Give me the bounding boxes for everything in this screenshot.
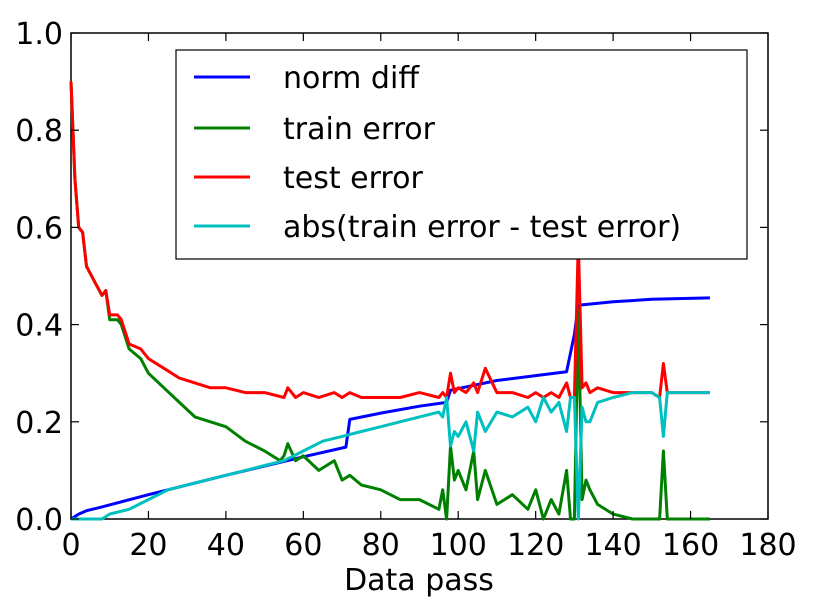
y-tick-label: 0.6 [15,211,63,246]
legend-label-train-error: train error [283,112,436,147]
legend-label-abs-diff: abs(train error - test error) [283,210,681,245]
x-axis-label: Data pass [344,563,494,598]
y-tick-label: 0.2 [15,406,63,441]
y-tick-label: 0.4 [15,309,63,344]
x-tick-label: 0 [61,528,80,563]
series-norm-diff-line [70,296,710,521]
x-tick-label: 20 [129,528,167,563]
x-tick-label: 140 [584,528,641,563]
series-train-error-line [69,81,710,521]
y-tick-label: 0.8 [15,114,63,149]
ticks-group: 0 20 40 60 80 100 120 140 160 180 0.0 0.2 0.4 0.6 0.8 1… [15,17,796,563]
x-tick-label: 80 [362,528,400,563]
legend-box [175,49,748,260]
x-tick-label: 180 [739,528,796,563]
series-test-error-line [69,81,710,399]
series-group [69,81,710,521]
x-tick-label: 60 [284,528,322,563]
y-tick-label: 0.0 [15,503,63,538]
plot-frame [70,32,769,520]
series-abs-diff-line [71,391,710,521]
legend-label-test-error: test error [283,161,423,196]
legend-label-norm-diff: norm diff [283,61,420,96]
x-tick-label: 100 [430,528,487,563]
legend: norm diff train error test error abs(tra… [175,49,748,260]
x-tick-label: 160 [662,528,719,563]
y-tick-label: 1.0 [15,17,63,52]
x-tick-label: 120 [507,528,564,563]
x-tick-label: 40 [207,528,245,563]
